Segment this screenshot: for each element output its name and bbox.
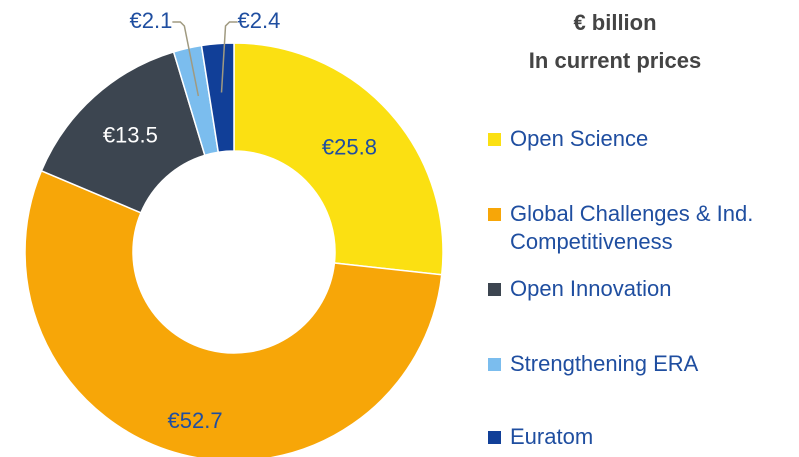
chart: €25.8 €52.7 €13.5 €2.1 €2.4 bbox=[24, 8, 444, 457]
legend-label: Strengthening ERA bbox=[510, 351, 699, 376]
legend-item: Euratom bbox=[488, 423, 768, 451]
legend-swatch bbox=[488, 431, 501, 444]
chart-subtitle: In current prices bbox=[528, 48, 702, 73]
value-label: €13.5 bbox=[103, 123, 158, 148]
legend-label: Open Science bbox=[510, 126, 649, 151]
legend-item: Global Challenges & Ind. Competitiveness bbox=[488, 200, 768, 256]
donut-slice bbox=[24, 169, 443, 457]
legend-swatch bbox=[488, 358, 501, 371]
legend-item: Strengthening ERA bbox=[488, 350, 768, 378]
legend-item: Open Innovation bbox=[488, 275, 768, 303]
legend-label: Open Innovation bbox=[510, 276, 672, 301]
leader-line bbox=[172, 21, 200, 97]
donut-slice bbox=[233, 42, 444, 276]
donut-slice bbox=[40, 50, 206, 214]
leader-line bbox=[220, 21, 238, 93]
legend-swatch bbox=[488, 283, 501, 296]
value-label: €2.4 bbox=[238, 8, 281, 33]
legend-label: Global Challenges & Ind. Competitiveness bbox=[510, 201, 754, 254]
donut-slice bbox=[200, 42, 235, 154]
value-label: €2.1 bbox=[130, 8, 173, 33]
value-label: €52.7 bbox=[168, 408, 223, 433]
legend-swatch bbox=[488, 133, 501, 146]
value-label: €25.8 bbox=[322, 134, 377, 159]
chart-title: € billion bbox=[573, 10, 657, 35]
legend-label: Euratom bbox=[510, 424, 594, 449]
legend-swatch bbox=[488, 208, 501, 221]
legend-item: Open Science bbox=[488, 125, 768, 153]
